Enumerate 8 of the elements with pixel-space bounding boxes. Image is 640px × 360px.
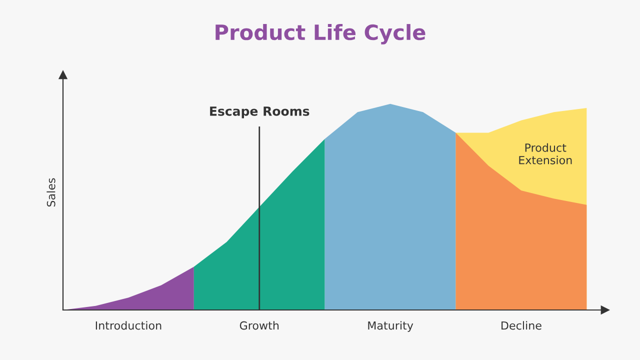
x-tick-label: Decline: [502, 321, 542, 330]
x-tick-label: Growth: [240, 321, 279, 330]
x-tick-label: Introduction: [96, 321, 162, 330]
ref-line-label: Escape Rooms: [210, 106, 310, 118]
x-tick-label: Maturity: [368, 321, 414, 332]
annotation: Product Extension: [519, 143, 572, 164]
y-axis-title: Sales: [46, 178, 56, 207]
chart-title: Product Life Cycle: [216, 24, 426, 44]
